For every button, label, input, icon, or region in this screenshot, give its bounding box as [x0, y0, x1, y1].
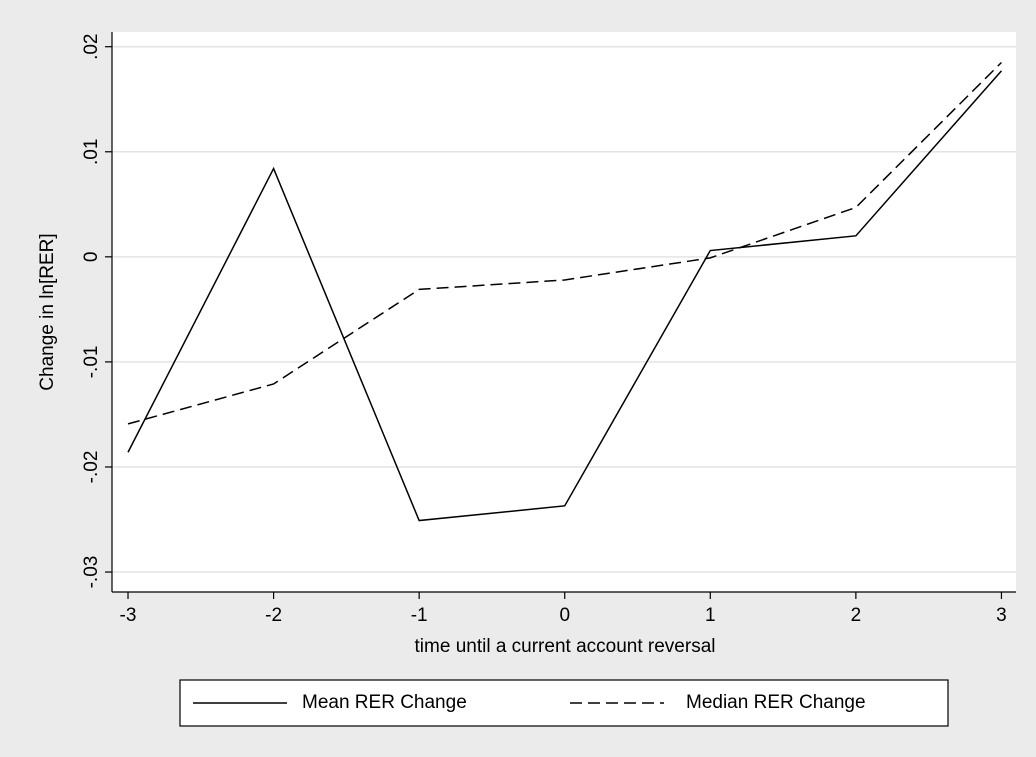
x-tick-label: -2	[265, 605, 282, 626]
y-tick-label: -.02	[81, 451, 102, 484]
x-axis-title: time until a current account reversal	[415, 636, 716, 657]
series-line	[127, 70, 1003, 522]
plot-area	[112, 32, 1016, 592]
y-tick-label: -.01	[81, 346, 102, 379]
x-tick-label: 3	[996, 605, 1007, 626]
x-tick-label: 1	[705, 605, 716, 626]
x-tick-label: 2	[851, 605, 862, 626]
y-tick-label: .02	[81, 33, 102, 59]
y-tick-label: 0	[81, 252, 102, 263]
x-tick-label: 0	[559, 605, 570, 626]
y-tick-label: -.03	[81, 556, 102, 589]
x-tick-label: -1	[411, 605, 428, 626]
series-line	[127, 61, 1002, 425]
x-tick-label: -3	[120, 605, 137, 626]
y-axis-title: Change in ln[RER]	[37, 233, 58, 390]
legend-box	[179, 679, 949, 727]
y-tick-label: .01	[81, 139, 102, 165]
legend-label: Mean RER Change	[302, 692, 467, 713]
legend-label: Median RER Change	[686, 692, 866, 713]
